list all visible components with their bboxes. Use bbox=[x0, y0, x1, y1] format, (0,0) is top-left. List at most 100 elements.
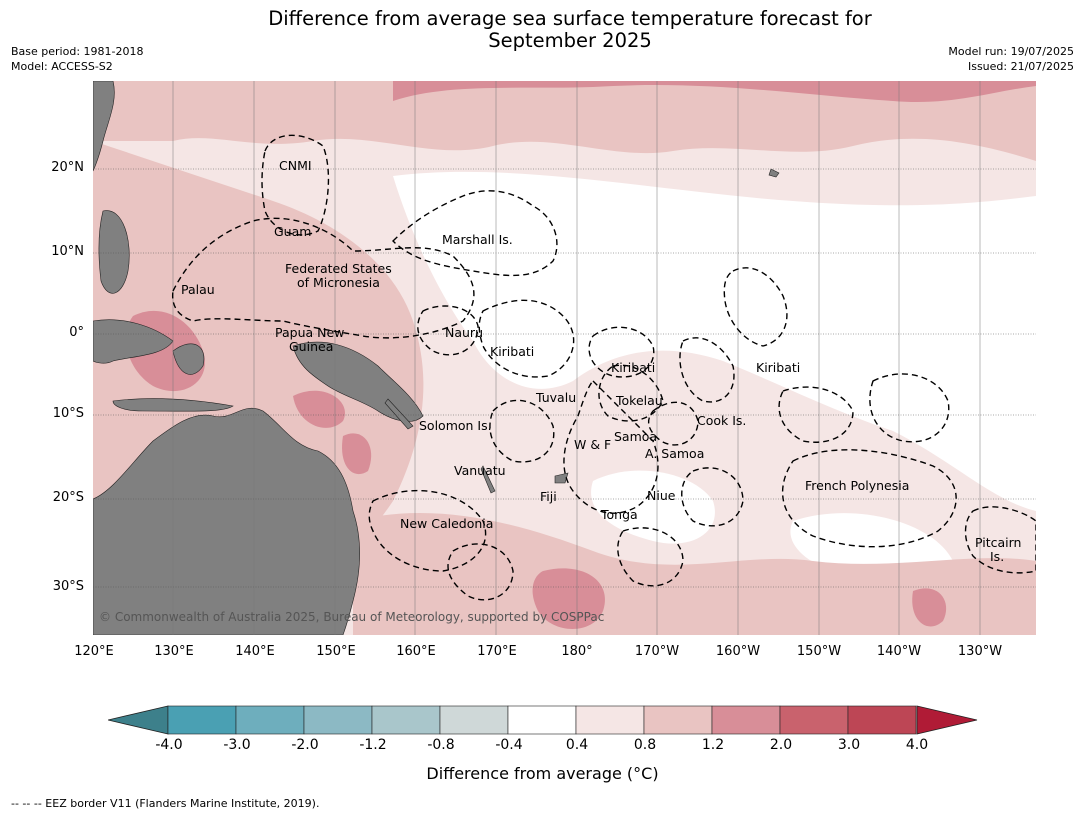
copyright-credit: © Commonwealth of Australia 2025, Bureau… bbox=[99, 610, 605, 624]
colorbar-cell bbox=[303, 705, 373, 735]
colorbar-tick: -0.4 bbox=[495, 737, 523, 753]
lon-label-140w: 140°W bbox=[876, 644, 922, 659]
fiji-landmass bbox=[554, 472, 569, 484]
lon-label-160w: 160°W bbox=[715, 644, 761, 659]
lat-label-10n: 10°N bbox=[51, 244, 84, 259]
colorbar-cell bbox=[507, 705, 577, 735]
colorbar-tick: 0.4 bbox=[565, 737, 589, 753]
anomaly-0.8-1.2-south bbox=[353, 512, 1036, 635]
eez-borders bbox=[171, 134, 1036, 601]
colorbar-cell bbox=[643, 705, 713, 735]
lon-label-170w: 170°W bbox=[634, 644, 680, 659]
lon-label-160e: 160°E bbox=[396, 644, 436, 659]
anomaly-1.2-2.0-north bbox=[393, 81, 1036, 103]
graticule-longitude-lines bbox=[172, 81, 981, 635]
place-label-tonga: Tonga bbox=[601, 507, 638, 522]
lat-label-20n: 20°N bbox=[51, 160, 84, 175]
place-label-tuvalu: Tuvalu bbox=[536, 390, 577, 405]
anomaly-neutral-field bbox=[393, 171, 1036, 511]
lon-label-170e: 170°E bbox=[477, 644, 517, 659]
anomaly-0.8-1.2-north bbox=[93, 81, 1036, 161]
sst-anomaly-map bbox=[93, 81, 1036, 635]
anomaly-1.2-2.0-patch bbox=[342, 433, 372, 475]
place-label-kiribati-east: Kiribati bbox=[756, 360, 801, 375]
place-label-fiji: Fiji bbox=[540, 489, 557, 504]
hawaii-landmass bbox=[768, 168, 780, 178]
place-label-pitcairn-line2: Is. bbox=[990, 549, 1005, 564]
colorbar-cell bbox=[167, 705, 237, 735]
lat-label-20s: 20°S bbox=[52, 490, 84, 505]
issued-date: Issued: 21/07/2025 bbox=[967, 60, 1074, 73]
place-label-marshall-is: Marshall Is. bbox=[442, 232, 513, 247]
place-label-fsm-line1: Federated States bbox=[285, 261, 392, 276]
lat-label-30s: 30°S bbox=[52, 579, 84, 594]
colorbar-tick: -1.2 bbox=[359, 737, 387, 753]
place-label-png-line2: Guinea bbox=[289, 339, 334, 354]
meta-left: Base period: 1981-2018 Model: ACCESS-S2 bbox=[11, 44, 143, 74]
lon-label-150e: 150°E bbox=[316, 644, 356, 659]
graticule-latitude-lines bbox=[93, 168, 1036, 588]
colorbar-tick: -0.8 bbox=[427, 737, 455, 753]
philippines-landmass bbox=[98, 210, 130, 294]
title-line-1: Difference from average sea surface temp… bbox=[268, 7, 872, 30]
asia-coast-landmass bbox=[93, 81, 115, 172]
colorbar-under-arrow bbox=[108, 705, 169, 735]
model-name: Model: ACCESS-S2 bbox=[11, 60, 113, 73]
eez-legend-footer: -- -- -- EEZ border V11 (Flanders Marine… bbox=[11, 797, 320, 810]
colorbar-tick: -2.0 bbox=[291, 737, 319, 753]
place-label-niue: Niue bbox=[647, 488, 676, 503]
colorbar-cell bbox=[371, 705, 441, 735]
sulawesi-landmass bbox=[172, 343, 205, 375]
place-label-png-line1: Papua New bbox=[275, 325, 345, 340]
colorbar-tick: 0.8 bbox=[633, 737, 657, 753]
place-label-palau: Palau bbox=[181, 282, 215, 297]
place-label-samoa: Samoa bbox=[614, 429, 658, 444]
place-label-fsm-line2: of Micronesia bbox=[297, 275, 380, 290]
anomaly-1.2-2.0-patch bbox=[912, 588, 947, 627]
base-period: Base period: 1981-2018 bbox=[11, 45, 144, 58]
borneo-landmass bbox=[93, 319, 174, 364]
place-label-kiribati-west: Kiribati bbox=[490, 344, 535, 359]
place-label-guam: Guam bbox=[274, 224, 312, 239]
solomon-islands-landmass bbox=[384, 398, 414, 430]
colorbar-tick: -3.0 bbox=[223, 737, 251, 753]
map-panel bbox=[93, 81, 1036, 635]
title-line-2: September 2025 bbox=[488, 29, 652, 52]
chart-title: Difference from average sea surface temp… bbox=[0, 8, 1085, 52]
place-label-french-polynesia: French Polynesia bbox=[805, 478, 910, 493]
colorbar-cell bbox=[847, 705, 917, 735]
place-label-wallis-futuna: W & F bbox=[574, 437, 612, 452]
colorbar-cell bbox=[575, 705, 645, 735]
place-label-cnmi: CNMI bbox=[279, 158, 312, 173]
lon-label-140e: 140°E bbox=[235, 644, 275, 659]
colorbar-tick: 2.0 bbox=[769, 737, 793, 753]
lon-label-130e: 130°E bbox=[154, 644, 194, 659]
place-label-tokelau: Tokelau bbox=[616, 393, 663, 408]
colorbar-tick: 4.0 bbox=[905, 737, 929, 753]
colorbar-cell bbox=[779, 705, 849, 735]
colorbar-tick: 1.2 bbox=[701, 737, 725, 753]
colorbar-over-arrow bbox=[916, 705, 978, 735]
lon-label-180: 180° bbox=[561, 644, 593, 659]
anomaly-1.2-2.0-patch bbox=[532, 568, 605, 629]
anomaly-1.2-2.0-patch bbox=[293, 390, 345, 428]
lat-label-10s: 10°S bbox=[52, 406, 84, 421]
place-label-kiribati-central: Kiribati bbox=[611, 360, 656, 375]
model-run: Model run: 19/07/2025 bbox=[948, 45, 1074, 58]
place-label-new-caledonia: New Caledonia bbox=[400, 516, 494, 531]
place-label-vanuatu: Vanuatu bbox=[454, 463, 506, 478]
colorbar-cells bbox=[167, 705, 917, 735]
colorbar-tick: -4.0 bbox=[155, 737, 183, 753]
australia-landmass bbox=[93, 407, 361, 635]
colorbar-label: Difference from average (°C) bbox=[426, 764, 659, 783]
lat-label-0: 0° bbox=[69, 325, 84, 340]
colorbar-cell bbox=[711, 705, 781, 735]
place-label-american-samoa: A. Samoa bbox=[645, 446, 705, 461]
anomaly-neutral-patch bbox=[591, 470, 715, 544]
lon-label-150w: 150°W bbox=[796, 644, 842, 659]
meta-right: Model run: 19/07/2025 Issued: 21/07/2025 bbox=[948, 44, 1074, 74]
colorbar bbox=[108, 705, 978, 735]
place-label-nauru: Nauru bbox=[445, 325, 483, 340]
place-label-solomon-is: Solomon Is. bbox=[419, 418, 492, 433]
colorbar-tick: 3.0 bbox=[837, 737, 861, 753]
